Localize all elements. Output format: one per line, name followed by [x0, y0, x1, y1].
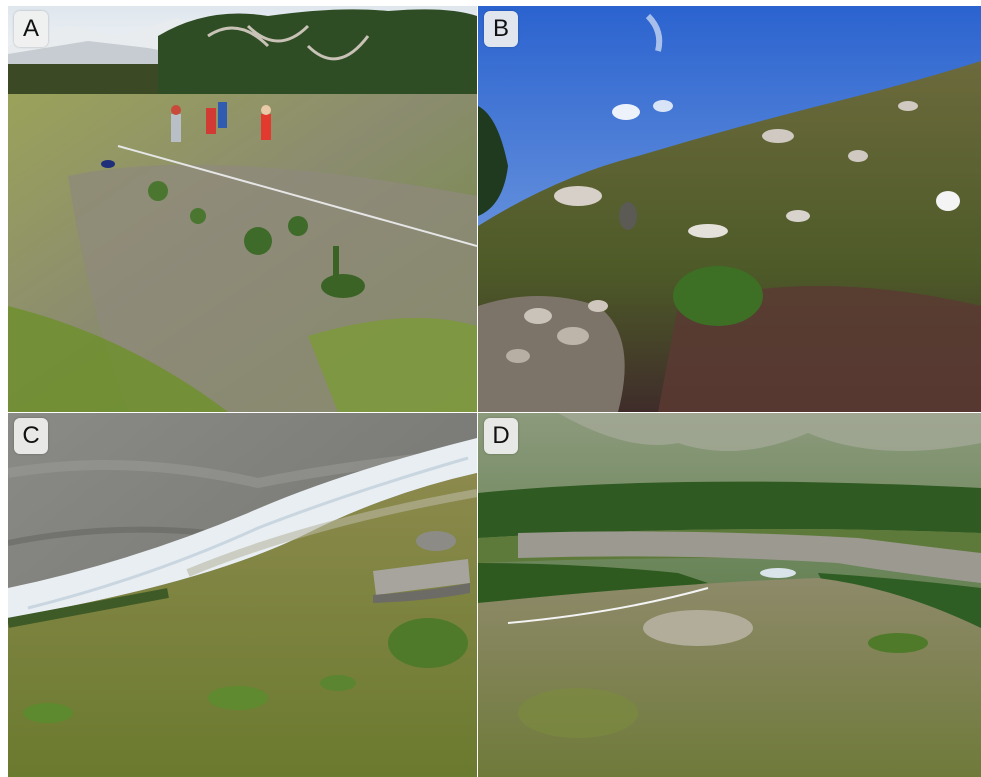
panel-d-photo: D [478, 413, 981, 777]
panel-a-photo: A [8, 6, 477, 412]
panel-c-photo: C [8, 413, 477, 777]
panel-b-image [478, 6, 981, 412]
panel-d-label: D [484, 418, 518, 454]
panel-c-image [8, 413, 477, 777]
panel-d-image [478, 413, 981, 777]
panel-b-photo: B [478, 6, 981, 412]
panel-b-label: B [484, 11, 518, 47]
panel-a-image [8, 6, 477, 412]
panel-c-label: C [14, 418, 48, 454]
panel-a-label: A [14, 11, 48, 47]
